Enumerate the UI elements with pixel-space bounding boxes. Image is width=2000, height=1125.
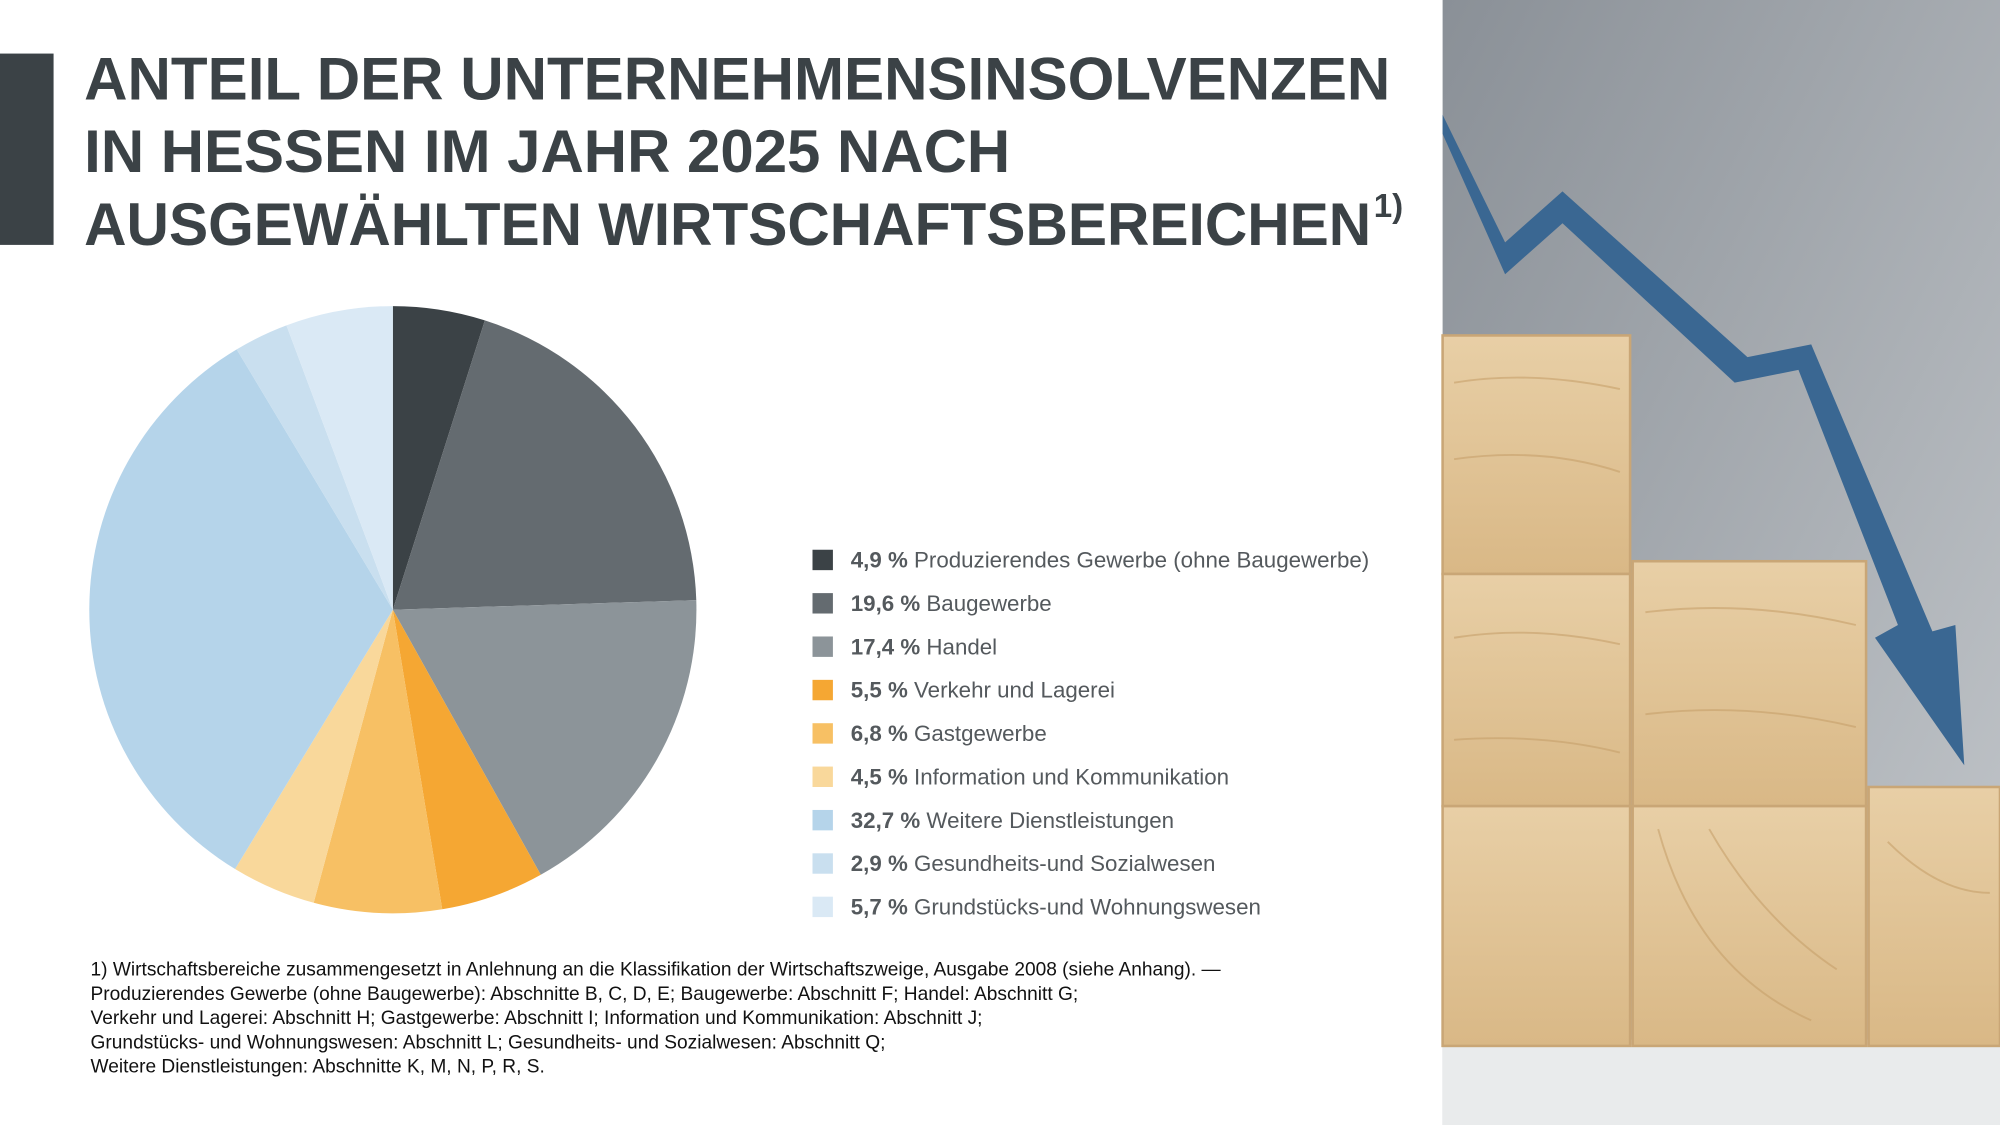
title-line: ANTEIL DER UNTERNEHMENSINSOLVENZEN <box>84 45 1390 112</box>
footnote-line: Verkehr und Lagerei: Abschnitt H; Gastge… <box>91 1008 983 1029</box>
legend-value: 5,7 % <box>851 895 908 920</box>
title-line: IN HESSEN IM JAHR 2025 NACH <box>84 118 1010 185</box>
legend-swatch <box>812 853 833 874</box>
pie-slice <box>236 325 393 610</box>
legend-value: 19,6 % <box>851 591 921 616</box>
footnote-line: 1) Wirtschaftsbereiche zusammengesetzt i… <box>91 960 1222 981</box>
pie-slice <box>392 600 697 875</box>
pie <box>89 306 697 914</box>
title-line: AUSGEWÄHLTEN WIRTSCHAFTSBEREICHEN <box>84 191 1371 258</box>
legend-swatch <box>812 549 833 571</box>
legend-label: Information und Kommunikation <box>914 764 1229 789</box>
legend: 4,9 % Produzierendes Gewerbe (ohne Bauge… <box>812 548 1369 920</box>
title-bar <box>0 53 54 245</box>
legend-label: Gastgewerbe <box>914 721 1047 746</box>
footnote: 1) Wirtschaftsbereiche zusammengesetzt i… <box>91 960 1222 1078</box>
legend-value: 4,5 % <box>851 764 908 789</box>
legend-entry: 32,7 % Weitere Dienstleistungen <box>851 808 1174 833</box>
legend-value: 4,9 % <box>851 548 908 573</box>
decor-image <box>1441 0 2000 1125</box>
pie-slice <box>313 609 443 914</box>
legend-label: Produzierendes Gewerbe (ohne Baugewerbe) <box>914 548 1369 573</box>
legend-label: Verkehr und Lagerei <box>914 678 1115 703</box>
legend-entry: 4,5 % Information und Kommunikation <box>851 764 1229 789</box>
legend-swatch <box>812 679 833 701</box>
legend-label: Handel <box>926 634 997 659</box>
legend-entry: 19,6 % Baugewerbe <box>851 591 1052 616</box>
legend-swatch <box>812 896 833 918</box>
legend-value: 2,9 % <box>851 851 908 876</box>
pie-slice <box>392 306 485 610</box>
legend-swatch <box>812 593 833 614</box>
legend-swatch <box>812 636 833 657</box>
pie-slice <box>235 609 393 903</box>
legend-swatch <box>812 809 833 831</box>
legend-entry: 2,9 % Gesundheits-und Sozialwesen <box>851 851 1216 876</box>
legend-entry: 5,5 % Verkehr und Lagerei <box>851 678 1115 703</box>
footnote-line: Grundstücks- und Wohnungswesen: Abschnit… <box>91 1032 886 1053</box>
legend-entry: 5,7 % Grundstücks-und Wohnungswesen <box>851 895 1261 920</box>
legend-entry: 17,4 % Handel <box>851 634 997 659</box>
pie-slice <box>89 349 393 870</box>
pie-slice <box>286 306 393 610</box>
legend-entry: 4,9 % Produzierendes Gewerbe (ohne Bauge… <box>851 548 1369 573</box>
legend-value: 17,4 % <box>851 634 921 659</box>
legend-label: Gesundheits-und Sozialwesen <box>914 851 1215 876</box>
pie-slice <box>392 320 697 610</box>
legend-swatch <box>812 723 833 744</box>
legend-label: Weitere Dienstleistungen <box>926 808 1174 833</box>
legend-swatch <box>812 766 833 787</box>
pie-slice <box>392 609 541 910</box>
legend-entry: 6,8 % Gastgewerbe <box>851 721 1047 746</box>
legend-label: Baugewerbe <box>926 591 1051 616</box>
footnote-line: Weitere Dienstleistungen: Abschnitte K, … <box>91 1057 545 1078</box>
footnote-line: Produzierendes Gewerbe (ohne Baugewerbe)… <box>91 984 1079 1005</box>
legend-value: 6,8 % <box>851 721 908 746</box>
legend-value: 32,7 % <box>851 808 921 833</box>
title-note: 1) <box>1374 188 1403 225</box>
legend-value: 5,5 % <box>851 678 908 703</box>
legend-label: Grundstücks-und Wohnungswesen <box>914 895 1261 920</box>
